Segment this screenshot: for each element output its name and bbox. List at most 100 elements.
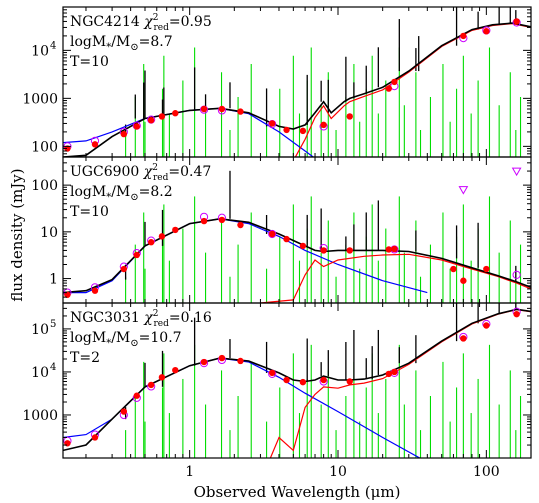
plot-area: [63, 303, 531, 458]
mass-separator: /M: [111, 34, 130, 50]
y-axis-label: flux density (mJy): [8, 168, 26, 301]
chi-symbol: χ: [143, 164, 154, 180]
photometry-point: [120, 408, 128, 415]
chi-symbol: χ: [143, 14, 154, 30]
photometry-point: [346, 247, 353, 254]
model-photometry-point: [512, 270, 521, 279]
mass-value: =8.7: [139, 34, 173, 50]
mass-separator: /M: [111, 330, 130, 346]
x-axis-label: Observed Wavelength (μm): [194, 483, 401, 501]
photometry-point: [268, 369, 276, 377]
photometry-point: [133, 251, 140, 259]
photometry-point: [172, 226, 179, 234]
photometry-point: [450, 265, 457, 273]
photometry-point: [460, 335, 467, 342]
galaxy-name-line: UGC6900 χ2 red=0.47: [70, 163, 211, 183]
y-tick-exponent: 4: [50, 40, 56, 51]
dust-model-curve: [294, 22, 531, 157]
photometry-point: [218, 105, 226, 113]
mass-subscript: *: [106, 192, 111, 203]
galaxy-name-line: NGC3031 χ2 red=0.16: [70, 309, 212, 329]
photometry-point: [158, 113, 166, 120]
photometry-point: [460, 32, 467, 40]
mass-value: =8.2: [139, 184, 173, 200]
chi-symbol: χ: [143, 310, 154, 326]
photometry-point: [133, 123, 140, 130]
solar-symbol: ⊙: [130, 338, 138, 349]
photometry-point: [120, 130, 128, 138]
photometry-point: [147, 117, 155, 124]
y-tick-label: 10: [31, 322, 49, 338]
photometry-point: [299, 378, 307, 386]
mass-separator: /M: [111, 184, 130, 200]
photometry-point: [91, 434, 99, 441]
chi-value: =0.95: [169, 14, 212, 30]
y-tick-label: 10: [31, 43, 49, 59]
photometry-point: [513, 310, 520, 318]
photometry-point: [346, 113, 353, 120]
y-tick-label: 1000: [22, 91, 58, 107]
chi-subscript: red: [153, 319, 169, 329]
mass-label: logM: [70, 34, 106, 50]
mass-value: =10.7: [139, 330, 182, 346]
photometry-point: [483, 322, 490, 329]
photometry-point: [268, 230, 276, 238]
x-tick-label: 1: [185, 464, 194, 480]
mass-label: logM: [70, 330, 106, 346]
photometry-point: [158, 374, 166, 381]
photometry-point: [91, 141, 99, 148]
plot-area: [63, 167, 531, 303]
stellar-mass-line: logM*/M⊙=8.2: [70, 184, 173, 203]
upper-limit-marker: [458, 186, 469, 195]
total-model-curve: [63, 308, 531, 452]
morph-type-label: T=10: [70, 54, 109, 70]
stellar-mass-line: logM*/M⊙=10.7: [70, 330, 182, 349]
y-tick-label: 1: [49, 272, 58, 288]
photometry-point: [218, 216, 226, 224]
photometry-point: [283, 235, 290, 243]
photometry-point: [513, 18, 520, 25]
photometry-point: [391, 368, 398, 376]
photometry-point: [91, 287, 99, 294]
photometry-point: [460, 277, 467, 284]
photometry-point: [147, 239, 155, 246]
chi-value: =0.47: [168, 164, 211, 180]
photometry-point: [320, 121, 327, 129]
y-tick-exponent: 5: [50, 319, 56, 330]
morph-type-label: T=2: [70, 350, 100, 366]
photometry-point: [299, 242, 307, 250]
photometry-point: [120, 265, 128, 273]
chi-subscript: red: [153, 23, 169, 33]
solar-symbol: ⊙: [130, 192, 138, 203]
dust-model-curve: [260, 253, 531, 303]
photometry-point: [283, 376, 290, 384]
y-tick-label: 1000: [22, 408, 58, 424]
mass-subscript: *: [106, 338, 111, 349]
photometry-point: [158, 233, 166, 240]
photometry-point: [391, 245, 398, 253]
photometry-point: [483, 28, 490, 35]
dust-model-curve: [269, 309, 531, 458]
photometry-point: [391, 78, 398, 86]
photometry-point: [483, 265, 490, 273]
photometry-point: [172, 110, 179, 117]
photometry-point: [346, 378, 353, 385]
photometry-point: [320, 247, 327, 254]
photometry-point: [237, 108, 244, 115]
y-tick-label: 100: [31, 178, 58, 194]
chi-superscript: 2: [152, 163, 158, 173]
galaxy-name: UGC6900: [70, 164, 139, 180]
plot-area: [63, 7, 531, 157]
x-tick-label: 100: [473, 464, 500, 480]
photometry-point: [385, 246, 392, 253]
mass-subscript: *: [106, 42, 111, 53]
photometry-point: [172, 366, 179, 374]
galaxy-name-line: NGC4214 χ2 red=0.95: [70, 13, 212, 33]
photometry-point: [385, 85, 392, 92]
photometry-point: [64, 291, 71, 298]
y-tick-label: 10: [40, 225, 58, 241]
chi-superscript: 2: [153, 13, 159, 23]
panel-frame: [62, 302, 532, 459]
